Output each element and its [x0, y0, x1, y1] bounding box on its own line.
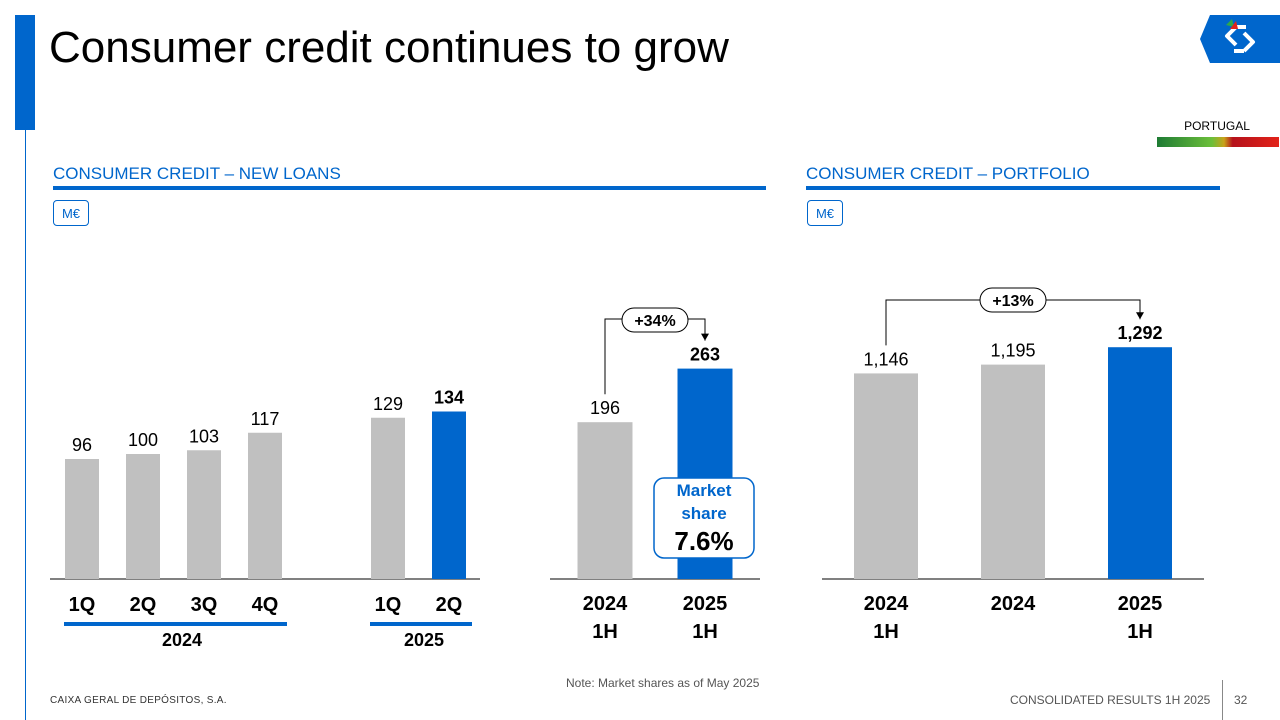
title-accent-bar — [15, 15, 35, 130]
chart1-bar — [432, 411, 466, 579]
portfolio-unit-badge: M€ — [807, 200, 843, 226]
chart2-growth-label: +34% — [634, 313, 675, 330]
chart3-category-label: 2024 1H — [864, 593, 909, 643]
chart1-bar — [371, 417, 405, 579]
chart3-bar — [854, 373, 918, 579]
portfolio-section-rule — [806, 186, 1220, 190]
footer-company: CAIXA GERAL DE DEPÓSITOS, S.A. — [50, 695, 227, 706]
chart1-bar — [248, 432, 282, 579]
company-logo — [1200, 15, 1280, 63]
new-loans-section-rule — [53, 186, 766, 190]
footer-divider — [1222, 680, 1223, 720]
chart2-growth-badge — [621, 307, 689, 333]
chart1-category-label: 1Q — [69, 594, 96, 616]
chart3-value-label: 1,195 — [990, 341, 1035, 361]
chart2-value-label: 263 — [690, 345, 720, 365]
chart1-category-label: 3Q — [191, 594, 218, 616]
chart1-group-rule-2024 — [64, 622, 287, 626]
chart1-value-label: 103 — [189, 426, 219, 446]
chart3-bar — [981, 364, 1045, 579]
new-loans-unit-badge: M€ — [53, 200, 89, 226]
chart2-category-label: 2025 1H — [683, 593, 728, 643]
chart1-bar — [126, 454, 160, 579]
chart3-value-label: 1,292 — [1117, 323, 1162, 343]
chart1-group-label: 2025 — [404, 630, 444, 650]
country-flag-bar — [1157, 137, 1279, 147]
page-number: 32 — [1234, 693, 1248, 707]
chart3-category-label: 2025 1H — [1118, 593, 1163, 643]
new-loans-section-title: CONSUMER CREDIT – NEW LOANS — [53, 164, 341, 183]
chart1-category-label: 4Q — [252, 594, 279, 616]
left-accent-rule — [25, 130, 26, 720]
chart1-bar — [65, 459, 99, 579]
portfolio-section-title: CONSUMER CREDIT – PORTFOLIO — [806, 164, 1090, 183]
chart1-category-label: 1Q — [375, 594, 402, 616]
footnote: Note: Market shares as of May 2025 — [566, 676, 760, 690]
chart1-category-label: 2Q — [436, 594, 463, 616]
market-share-callout — [653, 477, 755, 559]
chart3-growth-badge — [979, 287, 1047, 313]
chart3-value-label: 1,146 — [863, 349, 908, 369]
chart1-value-label: 96 — [72, 435, 92, 455]
chart3-growth-arrow — [1136, 312, 1144, 320]
chart2-category-label: 2024 1H — [583, 593, 628, 643]
chart2-value-label: 196 — [590, 398, 620, 418]
chart1-group-rule-2025 — [370, 622, 472, 626]
country-label: PORTUGAL — [1184, 119, 1250, 133]
chart1-bar — [187, 450, 221, 579]
chart1-group-label: 2024 — [162, 630, 202, 650]
chart1-value-label: 129 — [373, 394, 403, 414]
chart1-value-label: 117 — [251, 409, 280, 429]
chart3-category-label: 2024 — [991, 593, 1036, 615]
chart1-category-label: 2Q — [130, 594, 157, 616]
chart2-growth-arrow — [701, 333, 709, 341]
chart1-value-label: 100 — [128, 430, 158, 450]
chart1-value-label: 134 — [434, 388, 464, 408]
chart3-bar — [1108, 347, 1172, 579]
chart3-growth-label: +13% — [992, 293, 1033, 310]
page-title: Consumer credit continues to grow — [49, 23, 729, 72]
footer-report-title: CONSOLIDATED RESULTS 1H 2025 — [1010, 693, 1211, 707]
market-share-label: Market share — [677, 481, 732, 523]
market-share-value: 7.6% — [674, 526, 733, 556]
chart2-bar — [577, 422, 633, 579]
